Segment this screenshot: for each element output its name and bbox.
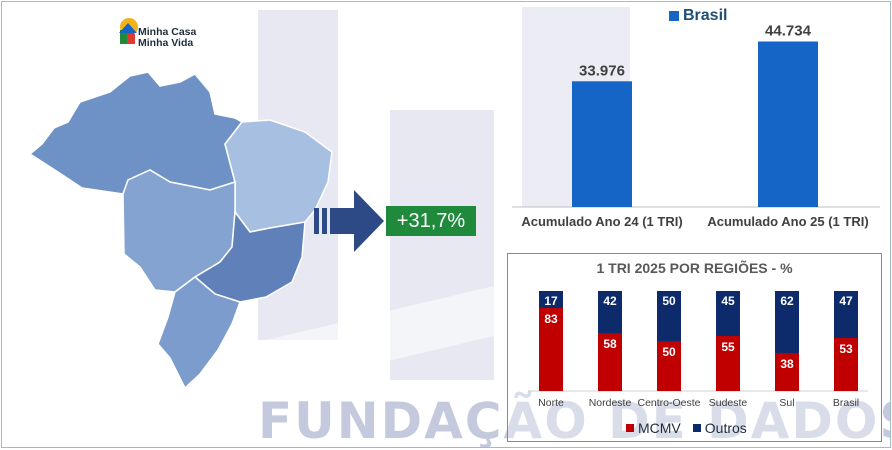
legend-swatch-brasil	[669, 11, 679, 21]
map-region-south	[157, 276, 241, 390]
regions-chart-title: 1 TRI 2025 POR REGIÕES - %	[596, 260, 793, 276]
legend-label-mcmv: MCMV	[638, 420, 681, 436]
watermark-text: FUNDAÇÃO DE DADOS	[258, 391, 890, 447]
value-outros-4: 62	[780, 294, 794, 308]
growth-badge: +31,7%	[386, 206, 476, 236]
region-category-label-5: Brasil	[833, 397, 859, 409]
regions-panel: 17 83 Norte 42 58 Nordeste 50 50 Centro-Oeste 45 5…	[507, 253, 882, 442]
bar-value-label-1: 44.734	[765, 22, 812, 39]
segment-mcmv-5	[834, 338, 858, 391]
legend-swatch-outros	[692, 424, 701, 432]
segment-mcmv-0	[539, 308, 563, 391]
value-mcmv-4: 38	[780, 357, 794, 371]
value-outros-5: 47	[839, 294, 853, 308]
legend-swatch-mcmv	[626, 424, 634, 432]
segment-outros-3	[716, 291, 740, 336]
value-outros-0: 17	[544, 294, 558, 308]
bar-value-label-0: 33.976	[579, 62, 625, 79]
value-outros-3: 45	[721, 294, 735, 308]
segment-mcmv-4	[775, 353, 799, 391]
value-outros-2: 50	[662, 294, 676, 308]
legend-item-mcmv: MCMV	[626, 420, 681, 436]
logo-line-1: Minha Casa	[138, 26, 197, 38]
value-mcmv-1: 58	[603, 337, 617, 351]
bar-brasil-0	[572, 81, 632, 207]
regions-stacked-chart: 17 83 Norte 42 58 Nordeste 50 50 Centro-Oeste 45 5…	[528, 291, 868, 409]
logo-line-2: Minha Vida	[138, 37, 194, 49]
legend-label-outros: Outros	[704, 420, 747, 436]
brazil-map	[28, 71, 333, 390]
map-region-southeast	[193, 209, 306, 303]
accumulated-bar-chart: 33.976 Acumulado Ano 24 (1 TRI) 44.734 Acum…	[512, 22, 880, 229]
logo-wordmark: Minha Casa Minha Vida	[138, 27, 196, 49]
value-mcmv-0: 83	[544, 312, 558, 326]
value-mcmv-3: 55	[721, 340, 735, 354]
logo-icon	[119, 18, 138, 44]
segment-outros-5	[834, 291, 858, 338]
legend-label-brasil: Brasil	[683, 7, 728, 24]
arrow-right-icon	[314, 190, 384, 252]
legend-item-outros: Outros	[692, 420, 747, 436]
bar-chart-legend: Brasil	[669, 7, 727, 25]
segment-outros-0	[539, 291, 563, 308]
region-category-label-3: Sudeste	[709, 397, 748, 409]
segment-mcmv-3	[716, 336, 740, 391]
segment-mcmv-2	[657, 341, 681, 391]
segment-mcmv-1	[598, 333, 622, 391]
regions-legend: MCMV Outros	[626, 420, 759, 436]
segment-outros-1	[598, 291, 622, 333]
bar-brasil-1	[758, 41, 818, 208]
region-category-label-2: Centro-Oeste	[637, 397, 700, 409]
segment-outros-2	[657, 291, 681, 341]
segment-outros-4	[775, 291, 799, 353]
region-category-label-1: Nordeste	[589, 397, 632, 409]
value-mcmv-5: 53	[839, 342, 853, 356]
bar-category-label-1: Acumulado Ano 25 (1 TRI)	[707, 214, 868, 229]
value-mcmv-2: 50	[662, 345, 676, 359]
value-outros-1: 42	[603, 294, 617, 308]
bar-category-label-0: Acumulado Ano 24 (1 TRI)	[521, 214, 682, 229]
region-category-label-4: Sul	[779, 397, 794, 409]
region-category-label-0: Norte	[538, 397, 564, 409]
